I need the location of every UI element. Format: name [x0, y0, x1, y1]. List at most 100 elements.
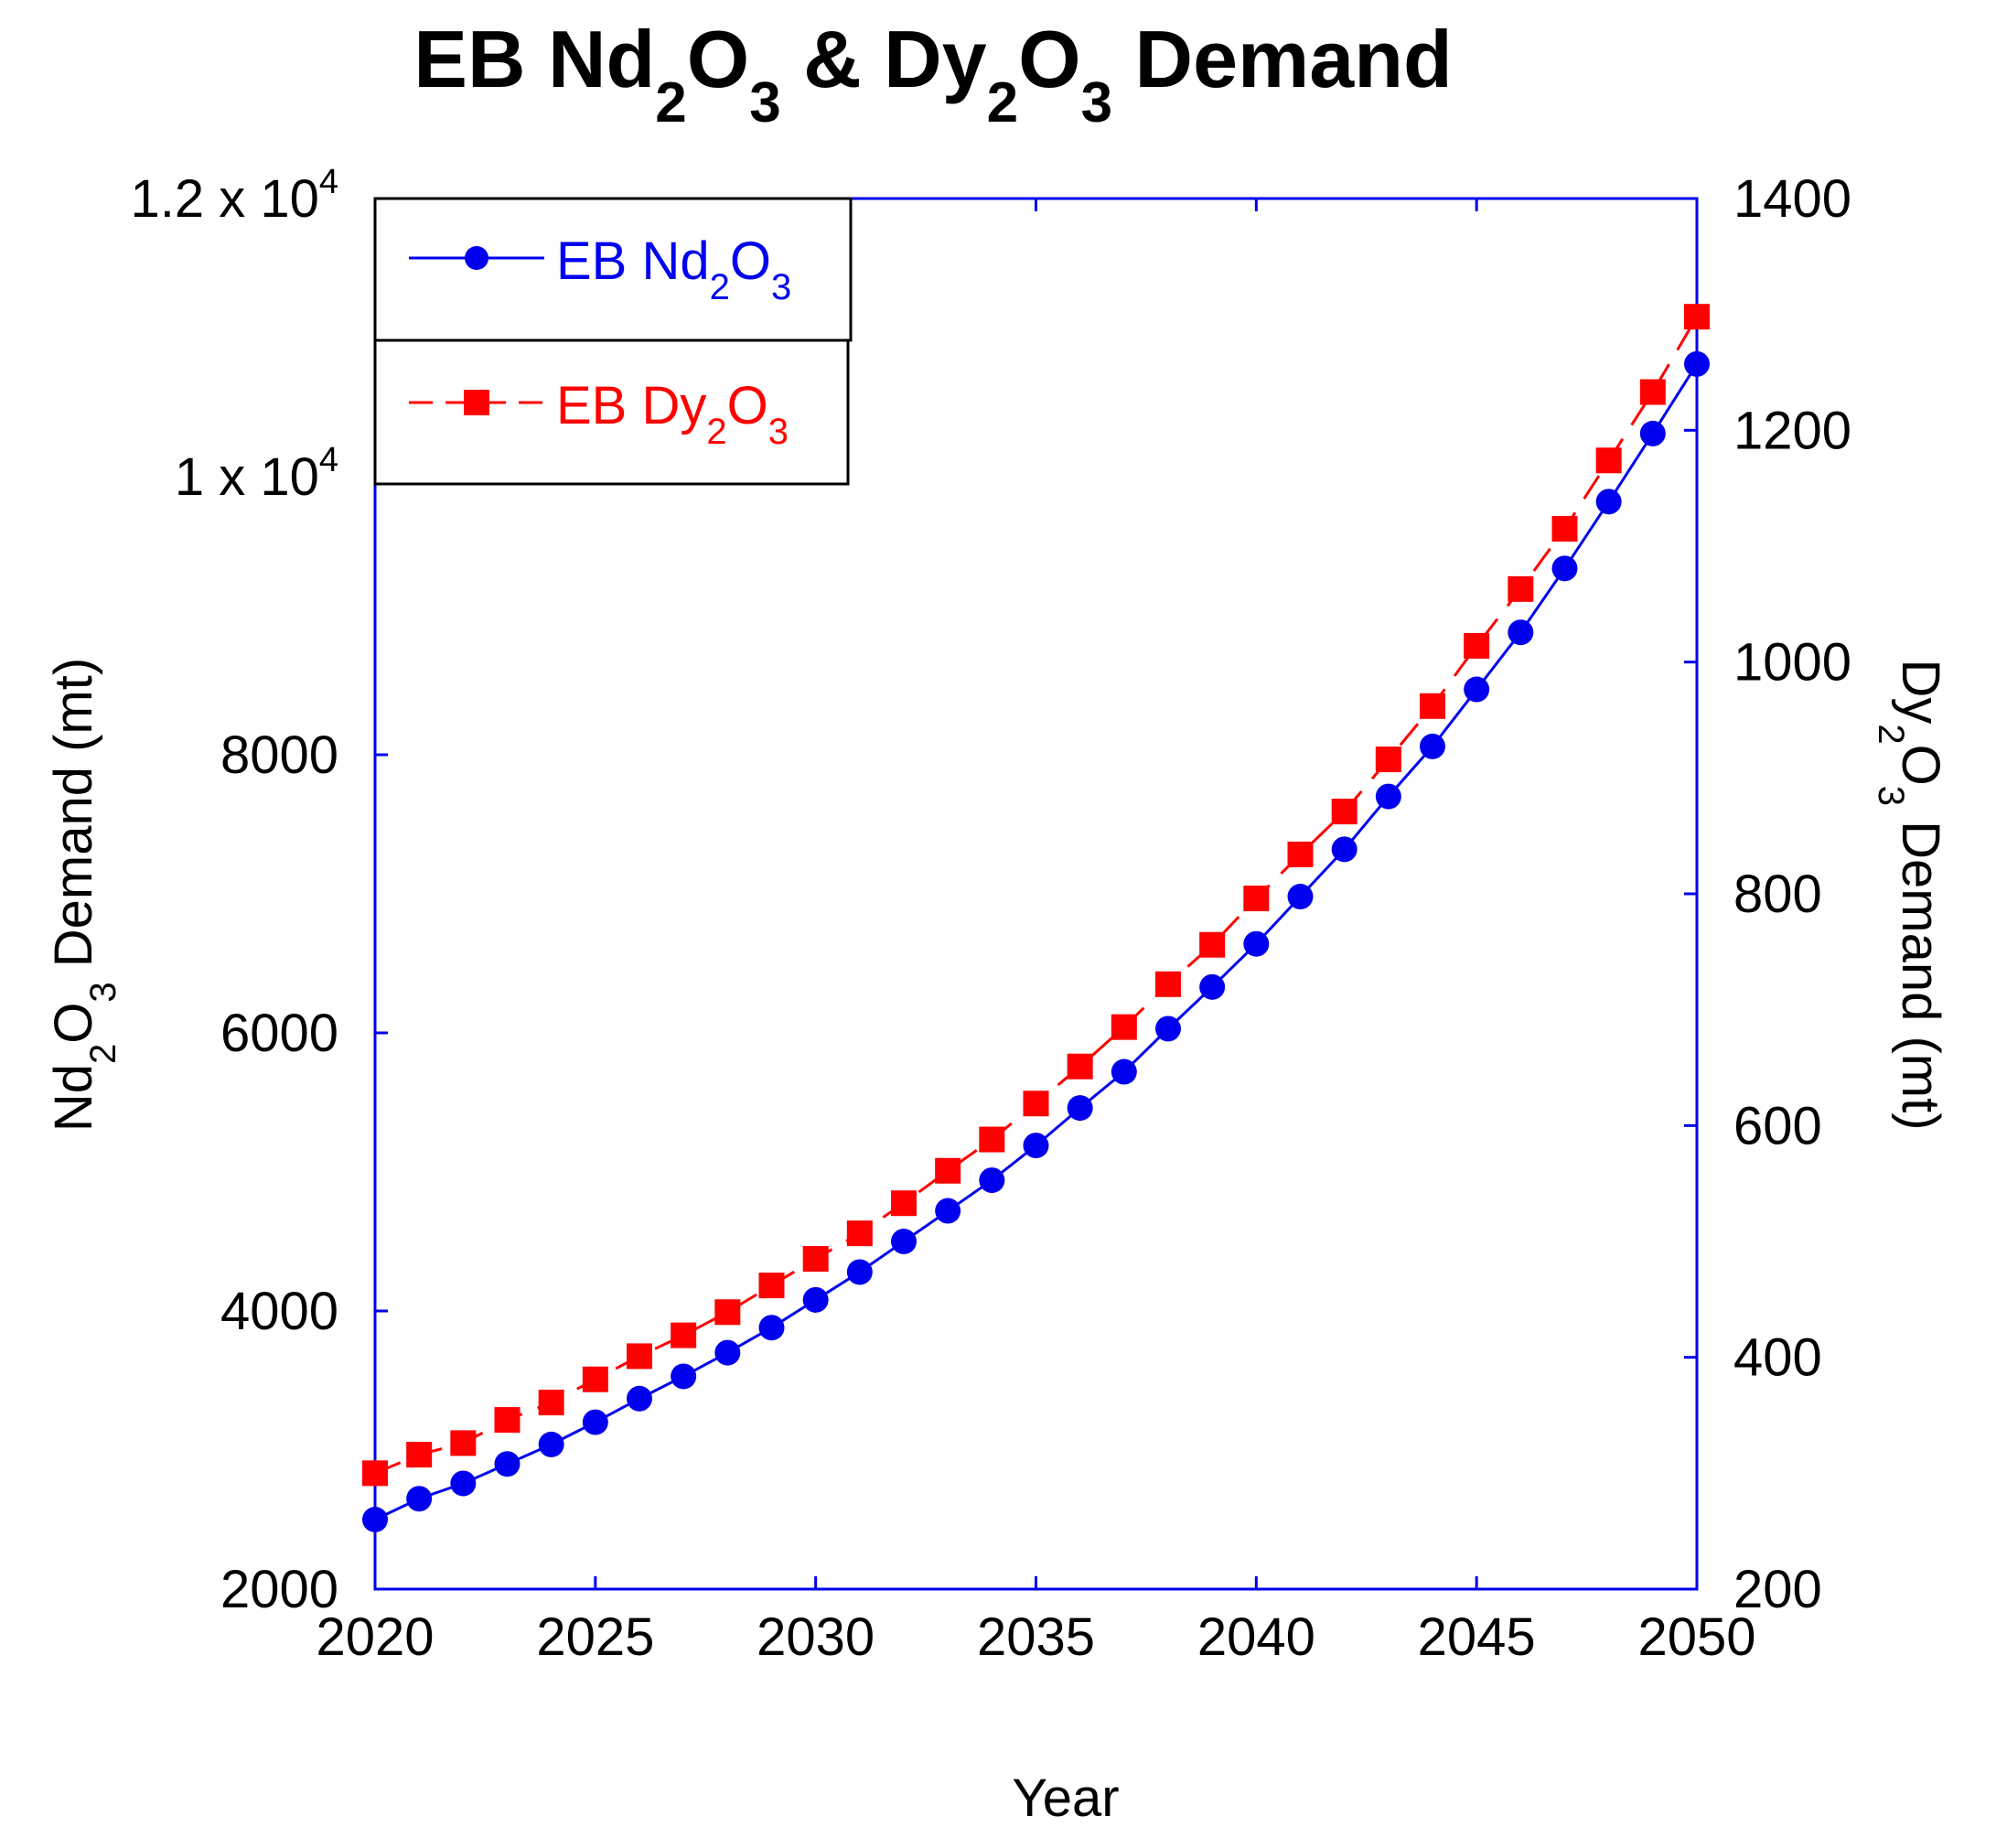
y-left-tick-exponent: 4 — [319, 163, 338, 201]
x-tick-label: 2040 — [1197, 1607, 1315, 1667]
y-left-label-subscript: 2 — [83, 1044, 123, 1064]
data-point-dy — [1023, 1091, 1049, 1117]
legend: EB Nd2O3 EB Dy2O3 — [373, 197, 853, 486]
y-left-tick-label: 8000 — [220, 725, 338, 785]
y-left-tick-label: 6000 — [220, 1004, 338, 1063]
data-point-dy — [802, 1246, 829, 1272]
data-point-nd — [1067, 1095, 1093, 1122]
data-point-dy — [494, 1407, 520, 1434]
data-point-nd — [671, 1363, 697, 1390]
data-point-dy — [1375, 747, 1401, 773]
data-point-dy — [714, 1299, 741, 1326]
data-point-nd — [1375, 783, 1401, 810]
data-point-dy — [1111, 1014, 1137, 1040]
x-tick-label: 2045 — [1418, 1607, 1536, 1667]
legend-dy-label-part: EB Dy — [556, 376, 706, 435]
data-point-dy — [1508, 575, 1534, 602]
legend-nd-label-part: O — [730, 231, 771, 291]
data-point-dy — [1155, 971, 1181, 997]
y-right-tick-label: 600 — [1733, 1096, 1822, 1155]
y-right-label-part: Dy — [1891, 659, 1950, 724]
chart-title-subscript: 2 — [655, 71, 686, 134]
data-point-nd — [758, 1315, 785, 1341]
legend-dy-label-part: O — [727, 376, 768, 435]
chart-title-subscript: 2 — [987, 71, 1018, 134]
data-point-dy — [979, 1126, 1005, 1153]
data-point-dy — [1287, 841, 1314, 867]
chart-title: EB Nd2O3 & Dy2O3 Demand — [413, 14, 1452, 134]
data-point-nd — [1287, 884, 1314, 910]
data-point-dy — [406, 1442, 433, 1468]
data-point-nd — [802, 1286, 829, 1313]
data-point-nd — [1551, 555, 1578, 582]
data-point-dy — [1199, 931, 1226, 958]
data-point-dy — [1639, 379, 1666, 405]
chart-title-part: O — [687, 14, 749, 104]
data-point-dy — [1464, 632, 1490, 659]
legend-dy-label-subscript: 2 — [706, 412, 726, 452]
y-left-tick-label: 1.2 x 104 — [130, 163, 338, 229]
series-line-nd — [374, 363, 1699, 1521]
data-point-dy — [1420, 693, 1445, 719]
y-left-tick-label: 1 x 104 — [175, 441, 338, 507]
data-point-dy — [1551, 516, 1578, 542]
series-layer — [362, 304, 1710, 1532]
data-point-nd — [1023, 1133, 1049, 1159]
legend-nd-label-subscript: 2 — [710, 267, 730, 307]
chart-title-subscript: 3 — [749, 71, 780, 134]
data-point-dy — [846, 1220, 873, 1247]
legend-dy-marker — [464, 390, 489, 415]
y-right-tick-label: 200 — [1733, 1560, 1822, 1619]
chart-title-part: EB Nd — [413, 14, 655, 104]
x-tick-label: 2030 — [757, 1607, 875, 1667]
y-left-label-part: Nd — [44, 1064, 103, 1132]
legend-nd-label-subscript: 3 — [771, 267, 791, 307]
x-tick-label: 2020 — [316, 1607, 434, 1667]
data-point-nd — [1243, 930, 1270, 957]
y-left-tick-base: 1.2 x 10 — [130, 169, 318, 229]
y-left-tick-base: 1 x 10 — [175, 447, 319, 507]
y-right-label-subscript: 2 — [1871, 724, 1911, 744]
legend-nd-label-part: EB Nd — [556, 231, 710, 291]
data-point-nd — [1464, 676, 1490, 703]
data-point-dy — [450, 1430, 477, 1456]
legend-dy-label: EB Dy2O3 — [556, 376, 789, 452]
data-point-nd — [891, 1229, 917, 1254]
data-point-nd — [406, 1486, 433, 1512]
data-point-nd — [362, 1507, 388, 1532]
data-point-nd — [582, 1409, 608, 1435]
data-point-dy — [1331, 799, 1357, 825]
data-point-nd — [450, 1470, 477, 1497]
data-point-dy — [1243, 886, 1270, 912]
data-point-dy — [582, 1366, 608, 1392]
series-line-dy — [374, 316, 1699, 1475]
chart-title-part: & Dy — [781, 14, 987, 104]
y-axis-right-label: Dy2O3 Demand (mt) — [1871, 659, 1950, 1130]
y-right-tick-label: 800 — [1733, 865, 1822, 924]
data-point-nd — [627, 1385, 652, 1412]
data-point-nd — [1331, 836, 1357, 863]
y-right-tick-label: 400 — [1733, 1328, 1822, 1388]
legend-box-dy — [373, 338, 850, 486]
data-point-dy — [758, 1273, 785, 1299]
x-tick-label: 2025 — [536, 1607, 654, 1667]
data-point-dy — [891, 1190, 917, 1217]
y-right-label-part: O — [1891, 745, 1950, 786]
y-right-tick-label: 1000 — [1733, 633, 1851, 693]
legend-box-nd — [373, 197, 853, 342]
chart-title-subscript: 3 — [1081, 71, 1112, 134]
data-point-dy — [627, 1343, 652, 1370]
chart-title-part: Demand — [1112, 14, 1453, 104]
ticks-layer: 2020 2025 2030 2035 2040 2045 2050 2000 4000 6000… — [130, 163, 1851, 1667]
data-point-nd — [1199, 973, 1226, 1000]
y-left-tick-label: 2000 — [220, 1560, 338, 1619]
data-point-nd — [538, 1431, 564, 1457]
data-point-dy — [1684, 304, 1710, 330]
data-point-dy — [935, 1157, 961, 1184]
data-point-nd — [935, 1198, 961, 1224]
data-point-nd — [1684, 350, 1710, 377]
chart-title-part: O — [1018, 14, 1080, 104]
data-point-nd — [846, 1259, 873, 1285]
x-tick-label: 2050 — [1637, 1607, 1755, 1667]
data-point-nd — [714, 1339, 741, 1366]
